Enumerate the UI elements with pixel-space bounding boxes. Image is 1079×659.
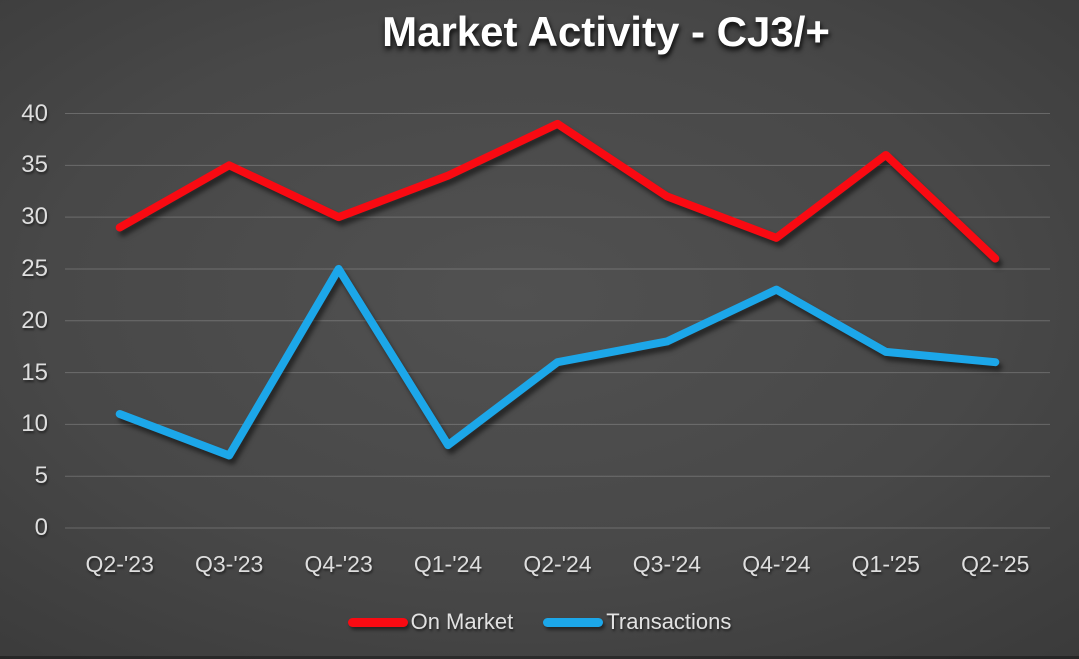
y-tick-label-30: 30 <box>21 203 48 231</box>
transactions-line <box>115 264 1000 460</box>
chart-title: Market Activity - CJ3/+ <box>382 8 830 55</box>
y-tick-label-5: 5 <box>34 462 48 490</box>
y-tick-label-25: 25 <box>21 254 48 282</box>
legend: On Market Transactions <box>0 606 1079 638</box>
x-tick-label-4: Q1-'24 <box>413 551 483 577</box>
y-tick-label-35: 35 <box>21 151 48 179</box>
x-tick-label-7: Q4-'24 <box>742 551 811 577</box>
x-tick-label-5: Q2-'24 <box>523 551 592 577</box>
on-market-legend-swatch <box>347 617 408 627</box>
x-tick-label-6: Q3-'24 <box>632 551 702 577</box>
x-tick-label-1: Q2-'23 <box>85 551 154 577</box>
y-tick-label-0: 0 <box>34 514 48 541</box>
legend-item-on-market: On Market <box>347 609 514 635</box>
x-tick-label-3: Q4-'23 <box>304 551 373 577</box>
on-market-line <box>115 119 1000 263</box>
y-tick-label-10: 10 <box>21 410 48 438</box>
on-market-legend-label: On Market <box>410 609 514 634</box>
y-tick-label-40: 40 <box>21 99 48 127</box>
transactions-legend-swatch <box>543 617 604 627</box>
y-tick-label-15: 15 <box>21 358 48 386</box>
x-tick-label-9: Q2-'25 <box>961 551 1030 577</box>
x-tick-label-8: Q1-'25 <box>851 551 920 577</box>
transactions-legend-label: Transactions <box>606 609 732 634</box>
y-tick-label-20: 20 <box>21 306 48 334</box>
legend-item-transactions: Transactions <box>543 609 731 635</box>
x-tick-label-2: Q3-'23 <box>194 551 264 577</box>
